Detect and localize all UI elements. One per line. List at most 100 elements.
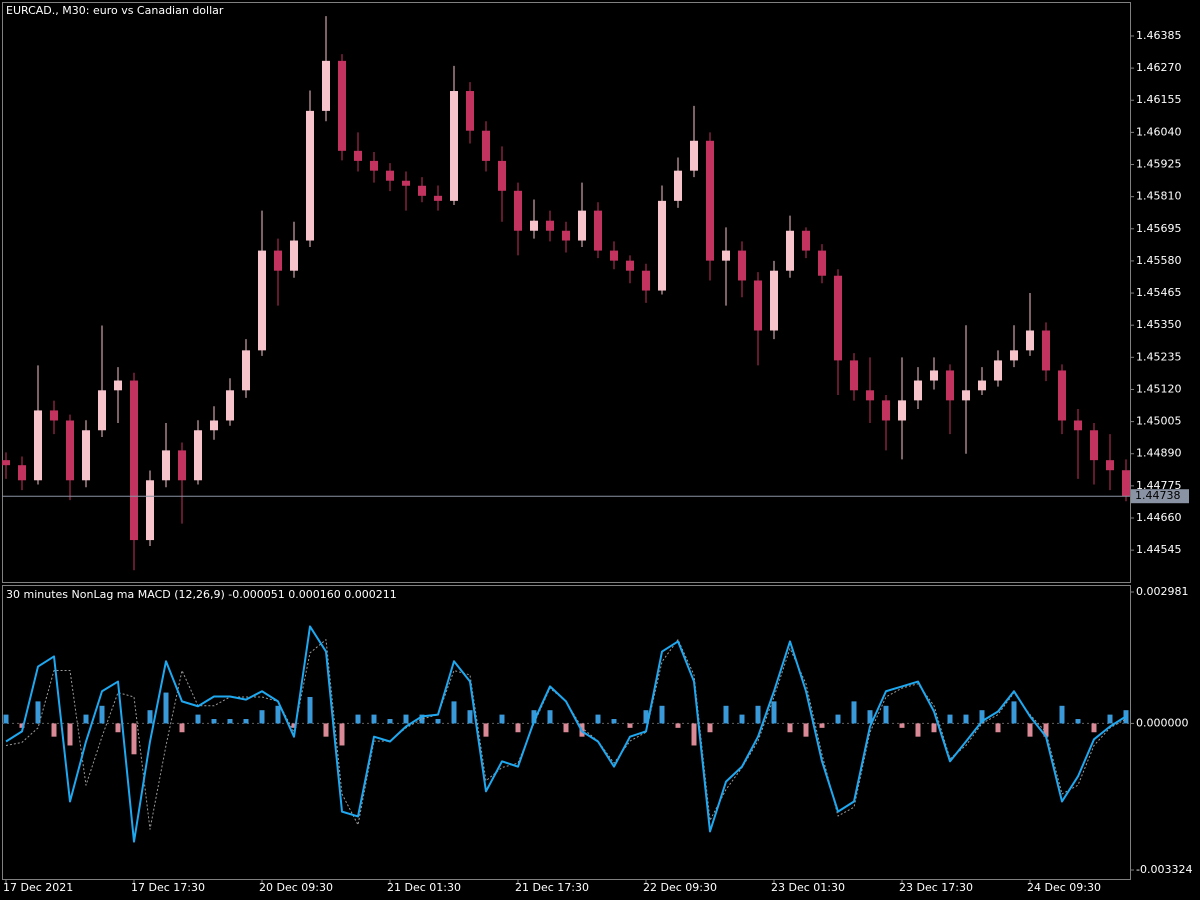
candle-body — [2, 460, 10, 466]
histogram-bar — [675, 723, 681, 728]
candle-body — [1042, 330, 1050, 371]
histogram-bar — [323, 723, 329, 737]
x-tick-label: 22 Dec 09:30 — [643, 881, 717, 894]
histogram-bar — [515, 723, 521, 733]
histogram-bar — [963, 714, 969, 724]
candle-body — [162, 450, 170, 481]
candle-body — [18, 465, 26, 481]
x-tick-label: 17 Dec 17:30 — [131, 881, 205, 894]
candle-body — [834, 275, 842, 361]
candle-body — [354, 150, 362, 161]
histogram-bar — [707, 723, 713, 733]
candle-body — [450, 91, 458, 201]
histogram-bar — [883, 705, 889, 724]
y-tick-label: 1.46155 — [1136, 93, 1182, 106]
histogram-bar — [51, 723, 57, 737]
histogram-bar — [979, 710, 985, 724]
candle-body — [194, 430, 202, 481]
histogram-bar — [307, 696, 313, 724]
histogram-bar — [547, 710, 553, 724]
candle-body — [882, 400, 890, 421]
candle-body — [498, 160, 506, 191]
histogram-bar — [419, 714, 425, 724]
histogram-bar — [451, 701, 457, 724]
histogram-bar — [1027, 723, 1033, 737]
candle-body — [258, 250, 266, 351]
y-tick-label: 1.44775 — [1136, 479, 1182, 492]
candle-body — [82, 430, 90, 481]
candle-body — [66, 420, 74, 481]
candle-body — [514, 190, 522, 231]
histogram-bar — [755, 705, 761, 724]
histogram-bar — [1043, 723, 1049, 737]
histogram-bar — [195, 714, 201, 724]
candle-body — [50, 410, 58, 421]
histogram-bar — [131, 723, 137, 755]
histogram-bar — [835, 714, 841, 724]
x-tick-label: 24 Dec 09:30 — [1027, 881, 1101, 894]
y-tick-label: 1.45120 — [1136, 382, 1182, 395]
histogram-bar — [739, 714, 745, 724]
candle-body — [418, 185, 426, 196]
last-price-label: 1.44738 — [1135, 489, 1181, 502]
y-tick-label: 1.46385 — [1136, 29, 1182, 42]
histogram-bar — [771, 701, 777, 724]
histogram-bar — [227, 719, 233, 724]
x-tick-label: 21 Dec 17:30 — [515, 881, 589, 894]
histogram-bar — [627, 723, 633, 728]
histogram-bar — [691, 723, 697, 746]
histogram-bar — [67, 723, 73, 746]
histogram-bar — [467, 710, 473, 724]
candle-body — [642, 270, 650, 291]
candle-body — [786, 230, 794, 271]
last-price-box — [1131, 489, 1189, 504]
candle-body — [1010, 350, 1018, 361]
histogram-bar — [787, 723, 793, 733]
histogram-bar — [1059, 705, 1065, 724]
candle-body — [690, 140, 698, 171]
candle-body — [1090, 430, 1098, 461]
candle-body — [562, 230, 570, 241]
histogram-bar — [339, 723, 345, 746]
candle-body — [770, 270, 778, 331]
candle-body — [386, 170, 394, 181]
histogram-bar — [563, 723, 569, 733]
candle-body — [1026, 330, 1034, 351]
y-tick-label: 0.000000 — [1136, 716, 1189, 729]
histogram-bar — [275, 705, 281, 724]
candle-body — [818, 250, 826, 276]
y-tick-label: 1.45580 — [1136, 254, 1182, 267]
histogram-bar — [483, 723, 489, 737]
candle-body — [930, 370, 938, 381]
candle-body — [978, 380, 986, 391]
histogram-bar — [803, 723, 809, 737]
histogram-bar — [915, 723, 921, 737]
candle-body — [274, 250, 282, 271]
y-tick-label: 1.45810 — [1136, 190, 1182, 203]
candle-body — [802, 230, 810, 251]
indicator-title: 30 minutes NonLag ma MACD (12,26,9) -0.0… — [6, 588, 397, 601]
candle-body — [914, 380, 922, 401]
candle-body — [866, 390, 874, 401]
candle-body — [290, 240, 298, 271]
histogram-bar — [947, 714, 953, 724]
histogram-bar — [995, 723, 1001, 733]
y-tick-label: 0.002981 — [1136, 585, 1189, 598]
candle-body — [226, 390, 234, 421]
histogram-bar — [435, 719, 441, 724]
x-tick-label: 20 Dec 09:30 — [259, 881, 333, 894]
candle-body — [722, 250, 730, 261]
y-tick-label: -0.003324 — [1136, 863, 1192, 876]
candle-body — [530, 220, 538, 231]
candle-body — [706, 140, 714, 261]
y-tick-label: 1.45695 — [1136, 222, 1182, 235]
candle-body — [754, 280, 762, 331]
histogram-bar — [147, 710, 153, 724]
histogram-bar — [83, 714, 89, 724]
y-tick-label: 1.45925 — [1136, 158, 1182, 171]
candle-body — [178, 450, 186, 481]
histogram-bar — [211, 719, 217, 724]
candle-body — [1058, 370, 1066, 421]
